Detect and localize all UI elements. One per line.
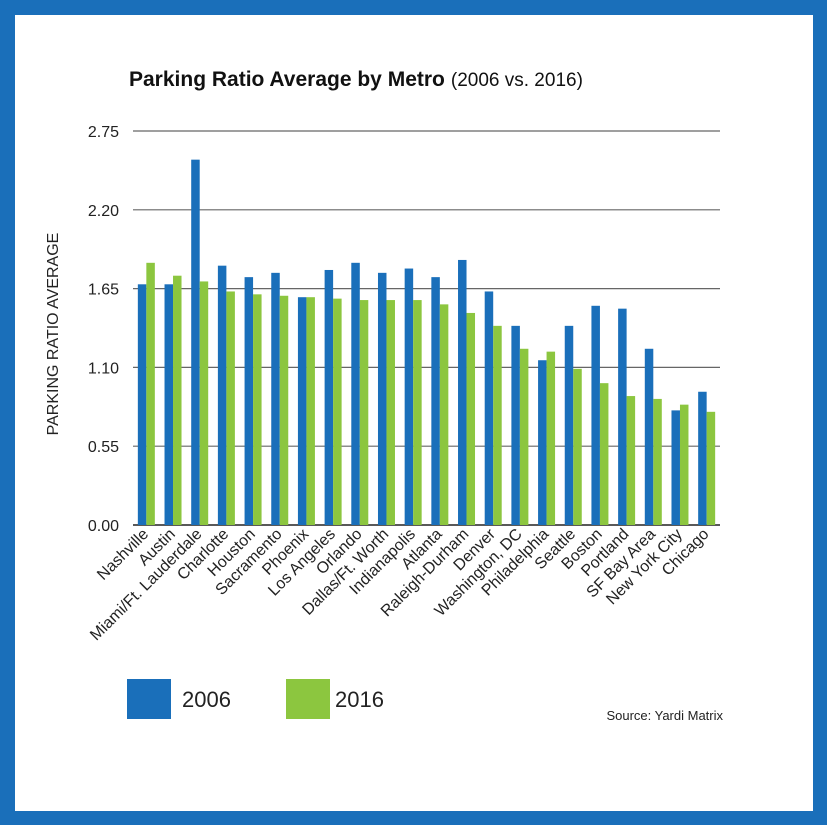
bar-2016-atlanta (439, 304, 449, 525)
bar-2016-seattle (573, 368, 582, 525)
bar-2016-los-angeles (333, 298, 342, 525)
bar-2016-indianapolis (413, 300, 422, 525)
bar-2006-philadelphia (538, 360, 547, 525)
legend-label-2016: 2016 (335, 687, 384, 712)
bar-2006-washington-dc (511, 325, 520, 525)
bars (137, 159, 716, 525)
y-axis-label: PARKING RATIO AVERAGE (45, 233, 62, 436)
legend-swatch-2006 (127, 679, 171, 719)
y-tick-label: 2.75 (88, 124, 119, 141)
bar-2006-seattle (564, 325, 574, 525)
legend-label-2006: 2006 (182, 687, 231, 712)
bar-2006-atlanta (431, 277, 440, 525)
bar-2006-dallas-ft-worth (377, 272, 387, 525)
bar-2006-austin (164, 284, 174, 525)
y-tick-label: 2.20 (88, 203, 119, 220)
bar-2016-portland (626, 396, 636, 525)
y-tick-label: 1.65 (88, 282, 119, 299)
bar-2006-phoenix (297, 297, 307, 525)
chart-subtitle: (2006 vs. 2016) (451, 70, 583, 91)
bar-2016-denver (493, 325, 502, 525)
bar-2016-philadelphia (546, 351, 556, 525)
y-tick-label: 0.00 (88, 518, 119, 535)
bar-2006-houston (244, 277, 254, 525)
chart-frame: Parking Ratio Average by Metro (2006 vs. … (15, 15, 813, 811)
legend: 2006 2016 (127, 679, 384, 719)
bar-2006-boston (591, 305, 600, 525)
bar-2016-nashville (146, 262, 155, 525)
bar-2016-phoenix (306, 297, 315, 525)
bar-2016-austin (173, 275, 182, 525)
bar-2006-miami-ft-lauderdale (191, 159, 200, 525)
bar-2016-charlotte (226, 291, 235, 525)
bar-2006-indianapolis (404, 268, 414, 525)
chart-title-main: Parking Ratio Average by Metro (129, 68, 445, 91)
y-tick-label: 0.55 (88, 439, 119, 456)
bar-2006-portland (618, 308, 627, 525)
bar-2016-orlando (359, 300, 369, 525)
bar-2006-orlando (351, 262, 360, 525)
bar-2016-new-york-city (679, 404, 689, 525)
bar-2016-sacramento (279, 295, 289, 525)
bar-2006-sf-bay-area (644, 348, 654, 525)
bar-2016-houston (253, 294, 262, 525)
bar-2006-denver (484, 291, 494, 525)
y-tick-label: 1.10 (88, 360, 119, 377)
bar-2016-raleigh-durham (466, 312, 476, 525)
bar-2016-washington-dc (519, 348, 529, 525)
source-note: Source: Yardi Matrix (606, 708, 723, 723)
bar-2016-chicago (706, 411, 716, 525)
bar-2006-nashville (137, 284, 147, 525)
bar-2006-chicago (698, 391, 707, 525)
y-tick-labels: 0.00 0.55 1.10 1.65 2.20 2.75 (88, 124, 119, 535)
bar-chart: Parking Ratio Average by Metro (2006 vs. … (45, 68, 723, 723)
chart-title: Parking Ratio Average by Metro (2006 vs. … (129, 68, 583, 91)
bar-2006-charlotte (217, 265, 227, 525)
bar-2016-sf-bay-area (653, 398, 662, 525)
bar-2006-sacramento (271, 272, 280, 525)
bar-2006-raleigh-durham (458, 259, 467, 525)
bar-2016-dallas-ft-worth (386, 300, 395, 525)
bar-2006-los-angeles (324, 269, 334, 525)
bar-2016-boston (599, 383, 609, 525)
bar-2006-new-york-city (671, 410, 680, 525)
legend-swatch-2016 (286, 679, 330, 719)
bar-2016-miami-ft-lauderdale (199, 281, 209, 525)
